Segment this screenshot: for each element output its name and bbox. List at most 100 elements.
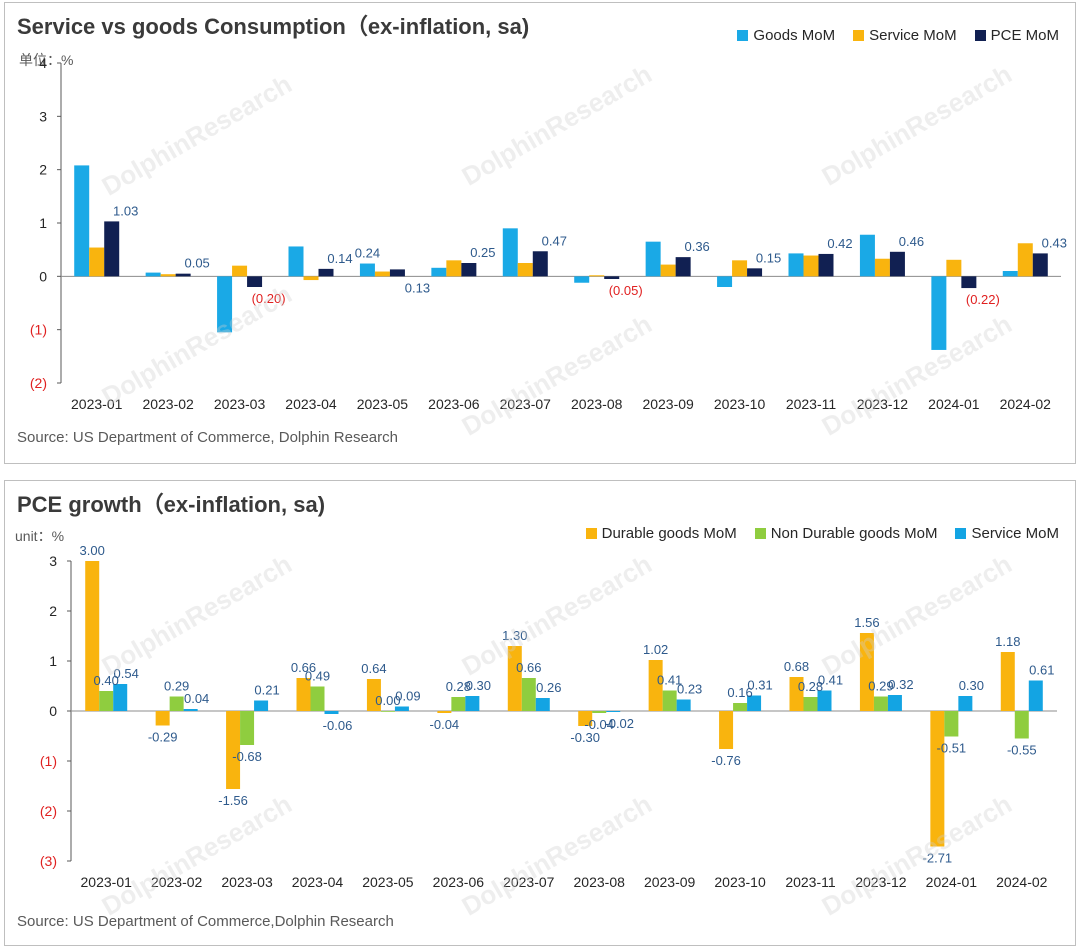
- bar-service-mom: [958, 696, 973, 711]
- data-label: -0.76: [711, 753, 741, 768]
- chart1-source: Source: US Department of Commerce, Dolph…: [17, 429, 398, 446]
- bar-service-mom: [232, 265, 248, 277]
- bar-pce-mom: [247, 276, 263, 287]
- bar-pce-mom: [961, 276, 977, 289]
- data-label: 1.02: [643, 642, 668, 657]
- data-label: -0.68: [232, 749, 262, 764]
- data-label: 0.09: [395, 689, 420, 704]
- bar-non-durable-goods-mom: [521, 678, 536, 711]
- data-label: 0.54: [114, 666, 139, 681]
- bar-service-mom: [606, 711, 621, 712]
- chart2-title: PCE growth（ex-inflation, sa): [17, 492, 326, 517]
- bar-service-mom: [160, 274, 176, 277]
- chart1-unit-label: 单位：%: [19, 52, 74, 68]
- data-label: -1.56: [218, 793, 248, 808]
- legend-durable-goods-mom: Durable goods MoM: [585, 525, 737, 542]
- data-label: 0.66: [291, 660, 316, 675]
- data-label: (0.22): [966, 292, 1000, 307]
- legend-label-service2: Service MoM: [971, 525, 1059, 542]
- x-tick-label: 2023-05: [357, 396, 409, 412]
- bar-durable-goods-mom: [507, 646, 522, 711]
- data-label: 0.00: [375, 693, 400, 708]
- bar-service-mom: [465, 696, 480, 711]
- bar-service-mom: [887, 695, 902, 711]
- chart1-title: Service vs goods Consumption（ex-inflatio…: [17, 14, 530, 39]
- x-tick-label: 2023-02: [151, 874, 203, 890]
- bar-service-mom: [89, 247, 105, 277]
- y-tick-label: 0: [39, 268, 47, 284]
- bar-non-durable-goods-mom: [380, 711, 395, 712]
- chart1-legend: Goods MoM Service MoM PCE MoM: [737, 27, 1059, 44]
- x-tick-label: 2023-08: [574, 874, 626, 890]
- bar-pce-mom: [1032, 253, 1048, 277]
- bar-goods-mom: [145, 272, 161, 277]
- bar-goods-mom: [859, 234, 875, 277]
- bar-pce-mom: [389, 269, 405, 277]
- data-label: -0.51: [937, 741, 967, 756]
- y-tick-label: 0: [49, 703, 57, 719]
- bar-service-mom: [747, 695, 762, 711]
- data-label: -0.02: [604, 716, 634, 731]
- bar-goods-mom: [217, 276, 233, 333]
- data-label: 0.28: [446, 679, 471, 694]
- x-tick-label: 2023-10: [714, 396, 766, 412]
- legend-swatch-service2: [955, 528, 967, 539]
- bar-service-mom: [394, 706, 409, 711]
- x-tick-label: 2023-06: [433, 874, 485, 890]
- x-tick-label: 2023-04: [285, 396, 337, 412]
- legend-goods-mom: Goods MoM: [737, 27, 835, 44]
- data-label: 0.49: [305, 669, 330, 684]
- data-label: 0.13: [405, 280, 430, 295]
- chart2-unit-label: unit：%: [15, 528, 65, 544]
- y-tick-label: 3: [39, 108, 47, 124]
- chart2-plot: (3) (2) (1) 0 1 2 3 2023-01 2023-02 2023-03 2023-0…: [40, 543, 1057, 890]
- bar-service-mom: [535, 698, 550, 711]
- bar-pce-mom: [818, 253, 834, 277]
- x-tick-label: 2023-04: [292, 874, 344, 890]
- data-label: 0.31: [747, 678, 772, 693]
- bar-goods-mom: [288, 246, 304, 277]
- data-label: 0.46: [899, 234, 924, 249]
- bar-service-mom: [946, 259, 962, 277]
- bar-durable-goods-mom: [1000, 652, 1015, 711]
- data-label: (0.20): [252, 291, 286, 306]
- data-label: (0.05): [609, 283, 643, 298]
- y-tick-label: (1): [30, 322, 47, 338]
- x-tick-label: 2023-09: [644, 874, 696, 890]
- data-label: 0.25: [470, 245, 495, 260]
- data-label: 0.26: [536, 680, 561, 695]
- y-tick-label: (1): [40, 753, 57, 769]
- bar-durable-goods-mom: [366, 679, 381, 711]
- legend-label-pce: PCE MoM: [990, 27, 1059, 44]
- data-label: -0.30: [570, 730, 600, 745]
- y-tick-label: 4: [39, 55, 47, 71]
- legend-swatch-nondurable: [754, 528, 766, 539]
- y-tick-label: 1: [39, 215, 47, 231]
- bar-non-durable-goods-mom: [733, 703, 748, 711]
- x-tick-label: 2023-08: [571, 396, 623, 412]
- data-label: 0.05: [184, 256, 209, 271]
- bar-service-mom: [517, 263, 533, 277]
- data-label: 0.29: [164, 679, 189, 694]
- bar-service-mom: [374, 271, 390, 277]
- y-tick-label: (3): [40, 853, 57, 869]
- y-tick-label: (2): [40, 803, 57, 819]
- data-label: 0.21: [254, 683, 279, 698]
- bar-durable-goods-mom: [155, 711, 170, 726]
- x-tick-label: 2023-10: [714, 874, 766, 890]
- data-label: -0.55: [1007, 743, 1037, 758]
- data-label: 0.68: [784, 659, 809, 674]
- chart2-source: Source: US Department of Commerce,Dolphi…: [17, 913, 394, 930]
- data-label: 1.56: [854, 615, 879, 630]
- x-tick-label: 2023-03: [221, 874, 273, 890]
- pce-growth-chart-panel: PCE growth（ex-inflation, sa) unit：% Dura…: [4, 480, 1076, 946]
- bar-service-mom: [183, 709, 198, 711]
- bar-non-durable-goods-mom: [310, 686, 325, 711]
- data-label: -0.29: [148, 730, 178, 745]
- data-label: -0.06: [323, 718, 353, 733]
- bar-non-durable-goods-mom: [99, 691, 114, 711]
- y-tick-label: 1: [49, 653, 57, 669]
- data-label: 0.30: [466, 678, 491, 693]
- legend-non-durable-goods-mom: Non Durable goods MoM: [754, 525, 937, 542]
- bar-durable-goods-mom: [719, 711, 734, 749]
